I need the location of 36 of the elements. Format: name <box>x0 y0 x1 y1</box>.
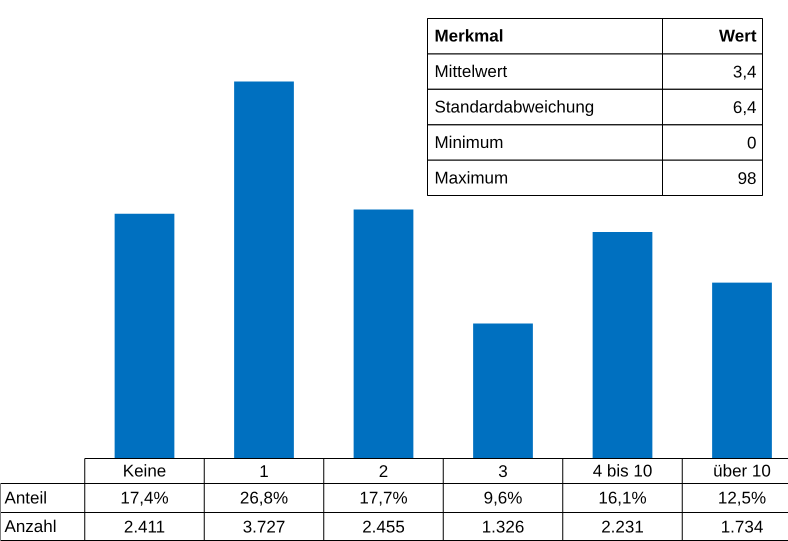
text: Mittelwert <box>434 62 508 82</box>
annotation: Maximum <box>434 168 508 188</box>
annotation: Standardabweichung <box>434 98 594 116</box>
data-label: 16,1% <box>598 488 647 508</box>
bar <box>234 82 294 458</box>
bar <box>592 232 652 458</box>
x-tick-label: über 10 <box>713 462 771 480</box>
bar <box>114 214 174 458</box>
text: Merkmal <box>434 26 504 46</box>
text: 3.727 <box>242 518 286 536</box>
text: Anteil <box>4 488 48 508</box>
annotation: 6,4 <box>732 98 757 117</box>
x-tick-label: 3 <box>498 462 508 481</box>
bar <box>712 282 772 458</box>
text: 2.231 <box>601 518 644 536</box>
text: 2.455 <box>362 518 405 536</box>
data-label: 9,6% <box>484 488 522 508</box>
x-tick-label: Keine <box>122 462 166 480</box>
data-label: 17,7% <box>359 488 408 508</box>
annotation: 0 <box>747 133 757 152</box>
text: Wert <box>719 26 757 46</box>
data-label: 26,8% <box>240 488 288 508</box>
text: Anzahl <box>4 517 56 536</box>
text: 2.411 <box>124 518 166 536</box>
annotation: Minimum <box>434 132 504 152</box>
x-tick-label: 2 <box>378 462 388 481</box>
data-label: 12,5% <box>718 488 766 508</box>
annotation: 98 <box>738 168 757 188</box>
data-label: 17,4% <box>120 488 169 508</box>
x-tick-label: 4 bis 10 <box>592 462 652 480</box>
x-tick-label: 1 <box>259 462 269 481</box>
bar <box>354 210 414 458</box>
text: 1.734 <box>720 518 764 536</box>
annotation: 3,4 <box>732 62 757 82</box>
bar <box>473 323 533 458</box>
text: 1.326 <box>482 518 524 536</box>
